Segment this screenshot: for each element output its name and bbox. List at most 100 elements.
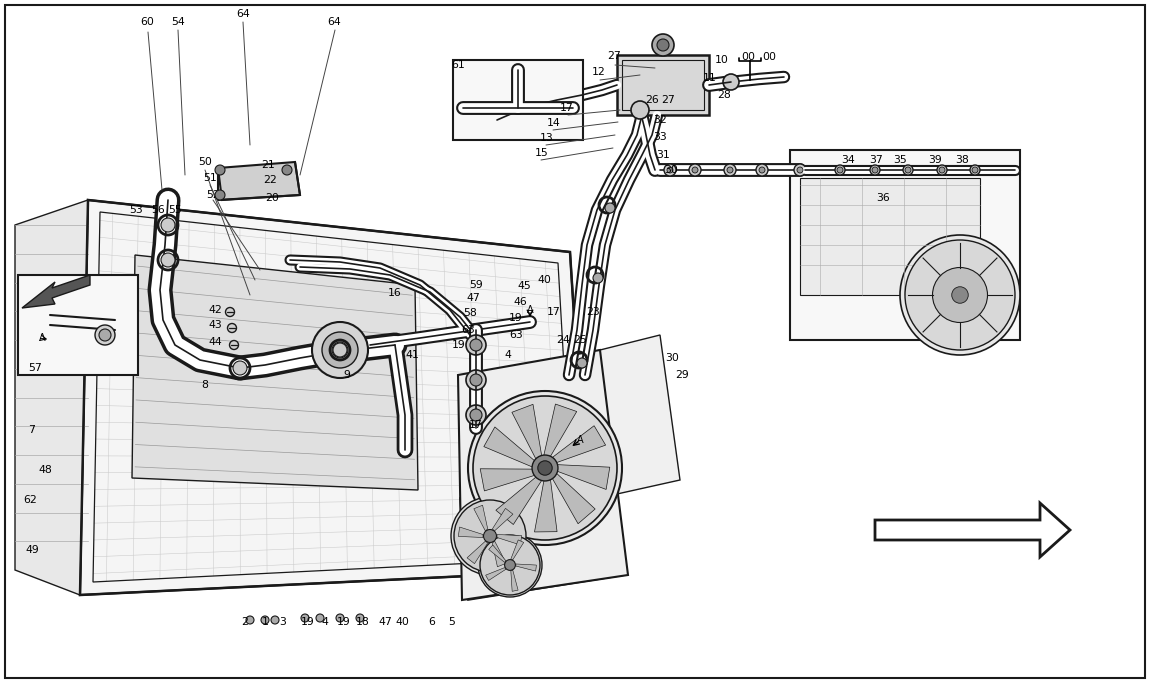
Text: 46: 46: [513, 297, 527, 307]
Polygon shape: [492, 542, 506, 567]
Text: 2: 2: [242, 617, 248, 627]
Circle shape: [952, 287, 968, 303]
Polygon shape: [544, 404, 577, 456]
Text: 50: 50: [198, 157, 212, 167]
Text: 19: 19: [301, 617, 315, 627]
Circle shape: [261, 616, 269, 624]
Circle shape: [605, 203, 615, 213]
Text: 19: 19: [337, 617, 351, 627]
Circle shape: [322, 332, 358, 368]
Text: 25: 25: [573, 335, 586, 345]
Circle shape: [470, 374, 482, 386]
Circle shape: [483, 529, 497, 542]
Circle shape: [667, 167, 673, 173]
Text: 40: 40: [537, 275, 551, 285]
Text: 14: 14: [547, 118, 561, 128]
Text: 16: 16: [389, 288, 401, 298]
Circle shape: [301, 614, 309, 622]
Circle shape: [631, 101, 649, 119]
Text: 33: 33: [653, 132, 667, 142]
Text: 24: 24: [557, 335, 570, 345]
Circle shape: [478, 533, 542, 597]
Circle shape: [835, 165, 845, 175]
Polygon shape: [474, 505, 488, 531]
Text: 55: 55: [168, 205, 182, 215]
Text: 63: 63: [509, 330, 523, 340]
Circle shape: [95, 325, 115, 345]
Circle shape: [161, 218, 175, 232]
Circle shape: [940, 167, 945, 173]
Circle shape: [692, 167, 698, 173]
Text: 23: 23: [586, 307, 600, 317]
Polygon shape: [580, 335, 680, 500]
Text: 45: 45: [518, 281, 531, 291]
Text: 17: 17: [547, 307, 561, 317]
Polygon shape: [511, 540, 523, 559]
Polygon shape: [496, 477, 542, 525]
Bar: [453, 60, 583, 140]
Circle shape: [215, 165, 225, 175]
Circle shape: [933, 268, 988, 322]
Circle shape: [246, 616, 254, 624]
Circle shape: [759, 167, 765, 173]
Text: 34: 34: [841, 155, 854, 165]
Circle shape: [972, 167, 978, 173]
Circle shape: [316, 614, 324, 622]
Polygon shape: [489, 545, 506, 562]
Circle shape: [937, 165, 946, 175]
Circle shape: [225, 307, 235, 316]
Text: 42: 42: [208, 305, 222, 315]
Text: 20: 20: [264, 193, 279, 203]
Text: 26: 26: [645, 95, 659, 105]
Polygon shape: [552, 426, 606, 462]
Text: 60: 60: [140, 17, 154, 27]
Text: 37: 37: [869, 155, 883, 165]
Circle shape: [837, 167, 843, 173]
Polygon shape: [481, 469, 535, 491]
Circle shape: [271, 616, 279, 624]
Circle shape: [756, 164, 768, 176]
Text: 47: 47: [466, 293, 480, 303]
Circle shape: [505, 559, 515, 570]
Text: 41: 41: [405, 350, 419, 360]
Text: 51: 51: [204, 173, 217, 183]
Polygon shape: [484, 427, 535, 467]
Polygon shape: [485, 568, 506, 581]
Circle shape: [577, 358, 586, 368]
Text: 27: 27: [661, 95, 675, 105]
Circle shape: [871, 165, 880, 175]
Text: 00: 00: [741, 52, 756, 62]
Circle shape: [215, 190, 225, 200]
Text: 61: 61: [451, 60, 465, 70]
Polygon shape: [516, 564, 536, 571]
Circle shape: [593, 273, 603, 283]
Polygon shape: [459, 527, 483, 538]
Text: 00: 00: [762, 52, 776, 62]
Polygon shape: [81, 200, 590, 595]
Circle shape: [657, 39, 669, 51]
Text: 43: 43: [208, 320, 222, 330]
Text: 11: 11: [703, 73, 716, 83]
Circle shape: [969, 165, 980, 175]
Polygon shape: [558, 464, 610, 490]
Circle shape: [652, 34, 674, 56]
Polygon shape: [458, 350, 628, 600]
Text: 53: 53: [129, 205, 143, 215]
Text: 44: 44: [208, 337, 222, 347]
Polygon shape: [512, 404, 542, 459]
Text: 35: 35: [894, 155, 907, 165]
Circle shape: [724, 164, 736, 176]
Polygon shape: [22, 275, 90, 308]
Text: 56: 56: [151, 205, 164, 215]
Polygon shape: [875, 503, 1070, 557]
Text: 31: 31: [657, 150, 669, 160]
Text: 58: 58: [463, 308, 477, 318]
Text: 19: 19: [452, 340, 466, 350]
Circle shape: [473, 396, 618, 540]
Text: 39: 39: [928, 155, 942, 165]
Text: 6: 6: [429, 617, 436, 627]
Text: 63: 63: [461, 325, 475, 335]
Circle shape: [664, 164, 676, 176]
Circle shape: [470, 339, 482, 351]
Circle shape: [466, 405, 486, 425]
